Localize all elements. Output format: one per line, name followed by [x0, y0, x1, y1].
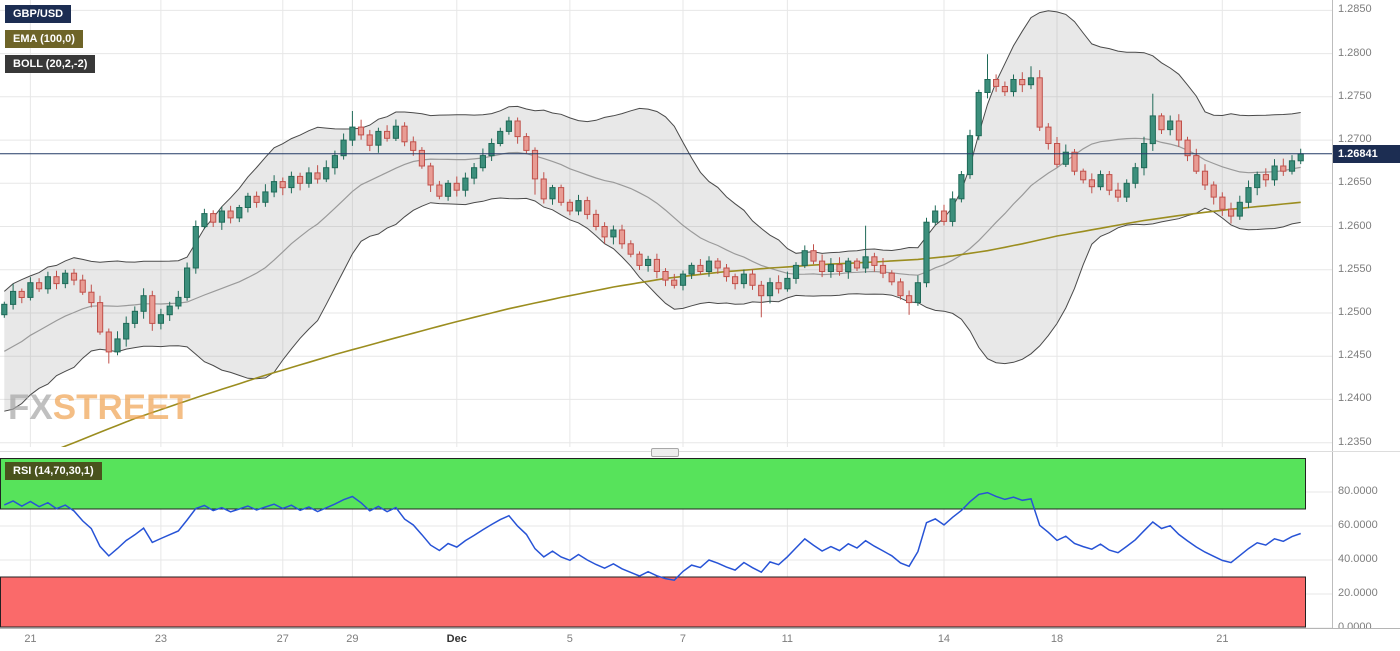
date-tick-label: 5 — [566, 633, 573, 645]
ema-line — [60, 201, 1301, 447]
date-tick-label: 11 — [781, 633, 794, 645]
candles — [1, 54, 1304, 364]
watermark-fx-text: FX — [8, 388, 53, 427]
boll-indicator-badge: BOLL (20,2,-2) — [5, 55, 96, 73]
rsi-chart-canvas[interactable] — [0, 458, 1400, 628]
rsi-indicator-badge: RSI (14,70,30,1) — [5, 462, 102, 480]
bollinger-upper-line — [3, 10, 1301, 292]
date-tick-label: 27 — [276, 633, 289, 645]
price-chart-canvas[interactable] — [0, 0, 1400, 447]
bollinger-middle-line — [4, 137, 1301, 352]
watermark-street-text: STREET — [52, 388, 191, 427]
date-tick-label: 29 — [346, 633, 359, 645]
price-axis-line — [1332, 0, 1333, 628]
bollinger-band-fill — [4, 10, 1301, 412]
date-tick-label: 21 — [24, 633, 37, 645]
date-tick-label: 21 — [1216, 633, 1229, 645]
rsi-oversold-zone — [0, 576, 1306, 628]
current-price-badge: 1.26841 — [1333, 145, 1400, 163]
panel-splitter-handle[interactable] — [651, 448, 679, 457]
rsi-overbought-zone — [0, 458, 1306, 510]
date-tick-label: 23 — [154, 633, 168, 645]
date-tick-label: 18 — [1050, 633, 1064, 645]
ema-indicator-badge: EMA (100,0) — [5, 30, 83, 48]
date-tick-label: 7 — [679, 633, 686, 645]
indicator-legend: GBP/USD EMA (100,0) BOLL (20,2,-2) — [5, 5, 96, 73]
rsi-line — [3, 491, 1301, 582]
bollinger-lower-line — [4, 197, 1301, 412]
date-tick-label: Dec — [446, 633, 467, 645]
symbol-badge: GBP/USD — [5, 5, 72, 23]
fxstreet-watermark: FXSTREET — [8, 388, 191, 428]
panel-divider-line — [0, 451, 1400, 452]
date-tick-label: 14 — [937, 633, 951, 645]
time-axis[interactable]: 21 23 27 29 Dec 5 7 11 14 18 21 — [0, 628, 1400, 651]
